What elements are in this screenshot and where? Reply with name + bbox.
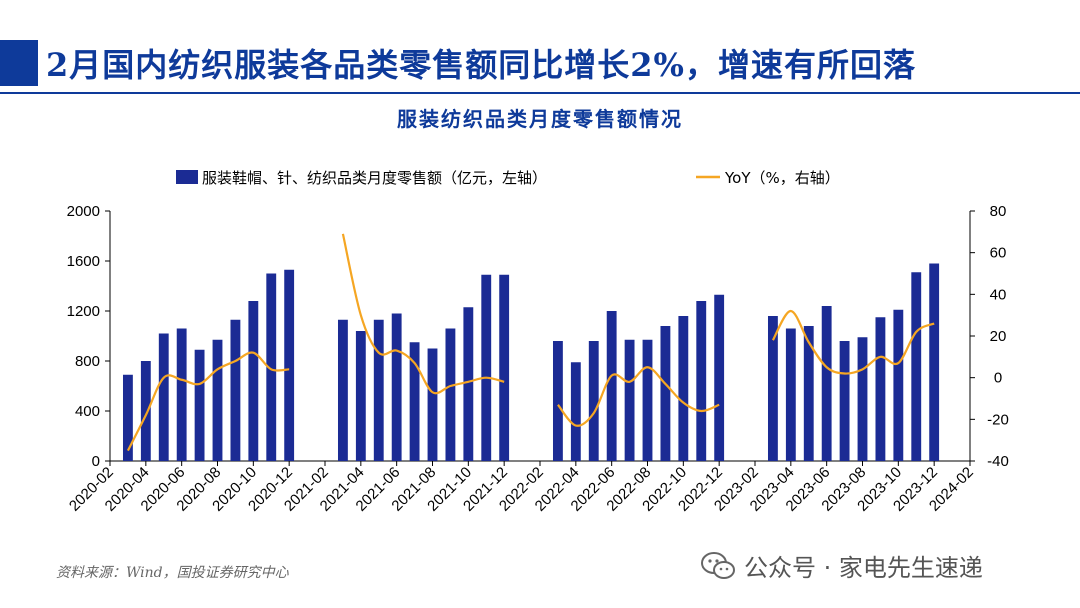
page-title: 2月国内纺织服装各品类零售额同比增长2%，增速有所回落 [46, 46, 916, 84]
y-left-tick-label: 800 [75, 353, 100, 370]
bar [481, 274, 492, 461]
bar [445, 328, 456, 461]
bar [857, 337, 868, 461]
bar [785, 328, 796, 461]
source-note: 资料来源：Wind，国投证券研究中心 [56, 565, 289, 581]
legend-bar-label: 服装鞋帽、针、纺织品类月度零售额（亿元，左轴） [202, 169, 547, 187]
title-accent-block [0, 40, 38, 86]
y-right-tick-label: 20 [990, 328, 1007, 345]
bar [427, 348, 438, 461]
bar [248, 301, 259, 461]
bar [678, 316, 689, 461]
bar [660, 326, 671, 461]
legend-bar-swatch [176, 170, 198, 184]
yoy-line-segment [557, 366, 720, 427]
watermark: 公众号 · 家电先生速递 [700, 548, 983, 583]
bar [499, 274, 510, 461]
bar [463, 307, 474, 461]
bar [266, 273, 277, 461]
y-left-tick-label: 1600 [67, 253, 100, 270]
bar [284, 269, 295, 461]
bar [337, 319, 348, 461]
chart-subtitle: 服装纺织品类月度零售额情况 [397, 107, 683, 131]
watermark-text: 公众号 · 家电先生速递 [744, 554, 983, 582]
bar [212, 339, 223, 461]
bar [606, 311, 617, 461]
bar [588, 341, 599, 461]
bar [194, 349, 205, 461]
bar [875, 317, 886, 461]
bar [122, 374, 133, 461]
y-right-tick-label: -20 [987, 411, 1009, 428]
bar [839, 341, 850, 461]
bar [391, 313, 402, 461]
y-right-tick-label: 0 [994, 370, 1002, 387]
wechat-icon [701, 551, 735, 579]
bar [929, 263, 940, 461]
bar [714, 294, 725, 461]
bar [642, 339, 653, 461]
yoy-line-segment [126, 351, 290, 452]
bar [176, 328, 187, 461]
bar [803, 326, 814, 461]
y-right-tick-label: 80 [990, 203, 1007, 220]
bar [552, 341, 563, 461]
retail-sales-chart: 0400800120016002000-40-200204060802020-0… [66, 169, 1009, 515]
bar [570, 362, 581, 461]
bar [767, 316, 778, 461]
bar [911, 272, 922, 461]
bar [158, 333, 169, 461]
y-left-tick-label: 0 [92, 453, 100, 470]
bar [696, 301, 707, 461]
yoy-line-segment [341, 233, 505, 395]
title-divider [0, 92, 1080, 94]
bar [230, 319, 241, 461]
y-left-tick-label: 2000 [67, 203, 100, 220]
yoy-line-segment [771, 309, 935, 375]
y-left-tick-label: 1200 [67, 303, 100, 320]
y-right-tick-label: 60 [990, 245, 1007, 262]
y-right-tick-label: 40 [990, 286, 1007, 303]
bar [893, 309, 904, 461]
y-left-tick-label: 400 [75, 403, 100, 420]
bar [373, 319, 384, 461]
y-right-tick-label: -40 [987, 453, 1009, 470]
bar [409, 342, 420, 461]
bar [140, 361, 151, 461]
bar [355, 331, 366, 461]
bar [624, 339, 635, 461]
legend-line-label: YoY（%，右轴） [724, 169, 840, 187]
bar [821, 306, 832, 461]
